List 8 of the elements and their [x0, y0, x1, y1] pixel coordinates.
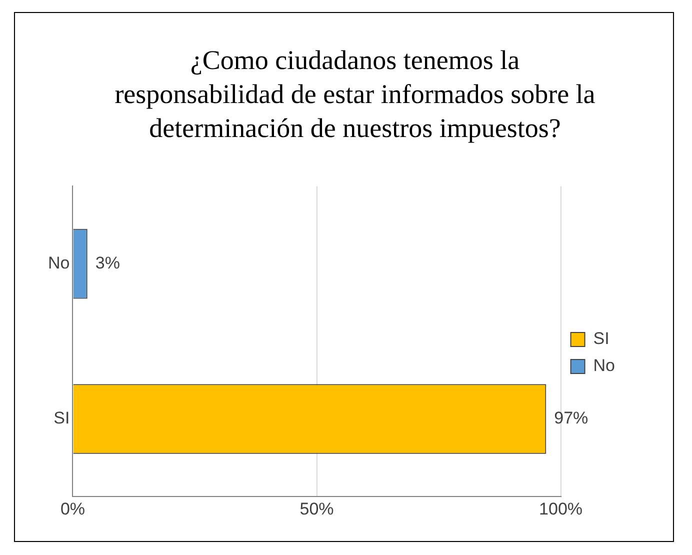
- legend-label: No: [593, 356, 616, 376]
- x-tick-label: 100%: [539, 499, 583, 518]
- data-label: 97%: [554, 408, 588, 428]
- chart-title: ¿Como ciudadanos tenemos la responsabilidad de estar informados sobre la determinación de nuestros impuestos?: [114, 44, 596, 145]
- x-tick-label: 50%: [300, 499, 334, 518]
- x-tick-label: 0%: [60, 499, 86, 518]
- data-label: 3%: [95, 253, 120, 272]
- legend-label: SI: [593, 329, 610, 348]
